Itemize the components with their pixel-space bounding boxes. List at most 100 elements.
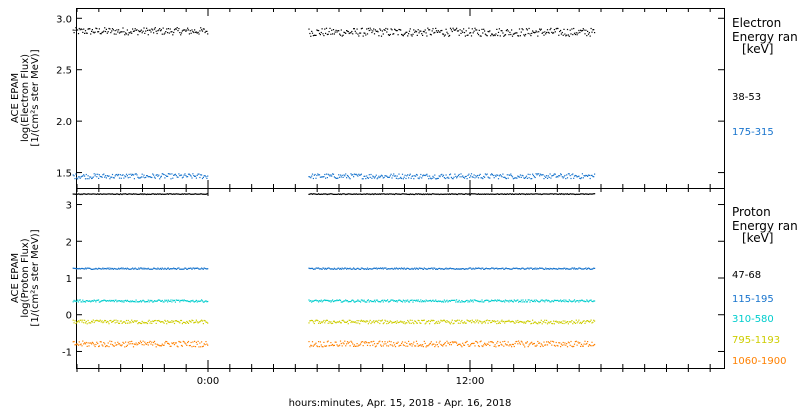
proton-point-115-195 [568, 268, 570, 270]
proton-point-115-195 [112, 268, 114, 270]
proton-point-310-580 [150, 300, 152, 302]
proton-point-795-1193 [563, 322, 565, 325]
proton-point-115-195 [160, 268, 162, 270]
proton-point-115-195 [456, 268, 459, 270]
proton-point-115-195 [401, 267, 403, 269]
proton-point-1060-1900 [308, 341, 310, 343]
proton-point-1060-1900 [548, 342, 550, 344]
proton-point-115-195 [141, 268, 143, 270]
proton-point-115-195 [118, 267, 120, 269]
proton-point-47-68 [373, 193, 375, 196]
electron-point-38-53 [390, 28, 392, 30]
proton-point-47-68 [317, 193, 319, 195]
proton-point-47-68 [94, 193, 96, 195]
proton-point-795-1193 [538, 321, 540, 323]
proton-point-310-580 [442, 301, 445, 303]
electron-point-38-53 [341, 35, 343, 37]
proton-point-310-580 [504, 301, 506, 303]
proton-point-795-1193 [468, 320, 470, 322]
proton-point-795-1193 [367, 323, 369, 325]
electron-point-38-53 [185, 30, 187, 32]
proton-point-310-580 [97, 299, 99, 301]
proton-point-115-195 [193, 267, 195, 269]
proton-point-115-195 [448, 268, 450, 270]
proton-point-115-195 [309, 267, 311, 270]
proton-point-115-195 [423, 267, 425, 269]
proton-point-795-1193 [509, 321, 511, 323]
electron-point-175-315 [175, 174, 177, 177]
proton-point-1060-1900 [366, 344, 369, 346]
proton-point-47-68 [429, 193, 431, 195]
proton-point-47-68 [142, 193, 144, 196]
proton-point-115-195 [140, 267, 142, 269]
electron-point-175-315 [474, 177, 476, 179]
proton-point-795-1193 [515, 320, 517, 322]
proton-point-1060-1900 [546, 341, 548, 343]
proton-point-795-1193 [484, 322, 486, 324]
proton-point-310-580 [587, 300, 589, 302]
proton-point-115-195 [74, 267, 76, 269]
proton-point-115-195 [516, 267, 518, 269]
proton-point-115-195 [404, 268, 406, 270]
proton-point-310-580 [426, 300, 428, 302]
proton-point-1060-1900 [360, 343, 362, 345]
proton-point-47-68 [172, 193, 174, 195]
proton-point-795-1193 [179, 322, 181, 324]
proton-point-1060-1900 [480, 340, 482, 342]
proton-point-47-68 [376, 193, 378, 195]
proton-point-795-1193 [409, 319, 411, 321]
proton-point-115-195 [318, 267, 320, 269]
electron-point-175-315 [336, 177, 338, 179]
proton-point-47-68 [409, 193, 411, 195]
electron-point-38-53 [110, 32, 112, 34]
proton-point-47-68 [360, 193, 362, 195]
proton-point-115-195 [569, 268, 571, 270]
proton-point-795-1193 [173, 320, 175, 322]
proton-point-47-68 [114, 193, 116, 195]
proton-point-1060-1900 [369, 345, 371, 347]
electron-point-175-315 [322, 176, 324, 178]
electron-point-38-53 [114, 30, 116, 32]
proton-point-1060-1900 [472, 342, 474, 345]
electron-point-175-315 [554, 173, 556, 175]
proton-point-1060-1900 [454, 341, 456, 343]
proton-point-1060-1900 [418, 344, 420, 346]
proton-point-47-68 [436, 193, 438, 195]
proton-point-795-1193 [335, 322, 337, 324]
electron-point-175-315 [412, 175, 414, 177]
proton-point-1060-1900 [490, 341, 492, 343]
proton-point-795-1193 [561, 322, 563, 324]
electron-point-38-53 [448, 35, 450, 37]
proton-point-47-68 [179, 193, 181, 195]
proton-point-310-580 [194, 300, 197, 302]
proton-point-310-580 [132, 300, 134, 302]
proton-point-795-1193 [74, 320, 76, 322]
proton-point-47-68 [467, 193, 469, 195]
proton-point-115-195 [366, 268, 368, 270]
proton-point-795-1193 [407, 319, 409, 322]
electron-point-38-53 [165, 31, 167, 33]
proton-point-310-580 [573, 300, 575, 302]
proton-point-115-195 [573, 268, 575, 270]
proton-point-795-1193 [105, 321, 107, 324]
proton-point-1060-1900 [455, 341, 457, 343]
proton-point-115-195 [502, 267, 504, 269]
proton-point-310-580 [92, 300, 94, 302]
proton-point-115-195 [532, 268, 534, 270]
proton-point-310-580 [373, 301, 375, 303]
proton-point-115-195 [163, 268, 165, 270]
electron-point-175-315 [367, 177, 369, 179]
proton-point-310-580 [394, 300, 397, 302]
proton-point-795-1193 [459, 322, 461, 324]
proton-point-795-1193 [88, 322, 90, 324]
proton-point-47-68 [579, 193, 581, 195]
electron-point-175-315 [373, 177, 376, 179]
electron-point-175-315 [131, 174, 133, 176]
electron-point-38-53 [506, 29, 508, 31]
proton-point-795-1193 [479, 320, 481, 322]
electron-point-175-315 [532, 173, 534, 175]
electron-point-175-315 [347, 175, 349, 177]
electron-point-38-53 [381, 30, 383, 32]
electron-point-175-315 [546, 177, 549, 179]
proton-point-47-68 [587, 193, 590, 195]
